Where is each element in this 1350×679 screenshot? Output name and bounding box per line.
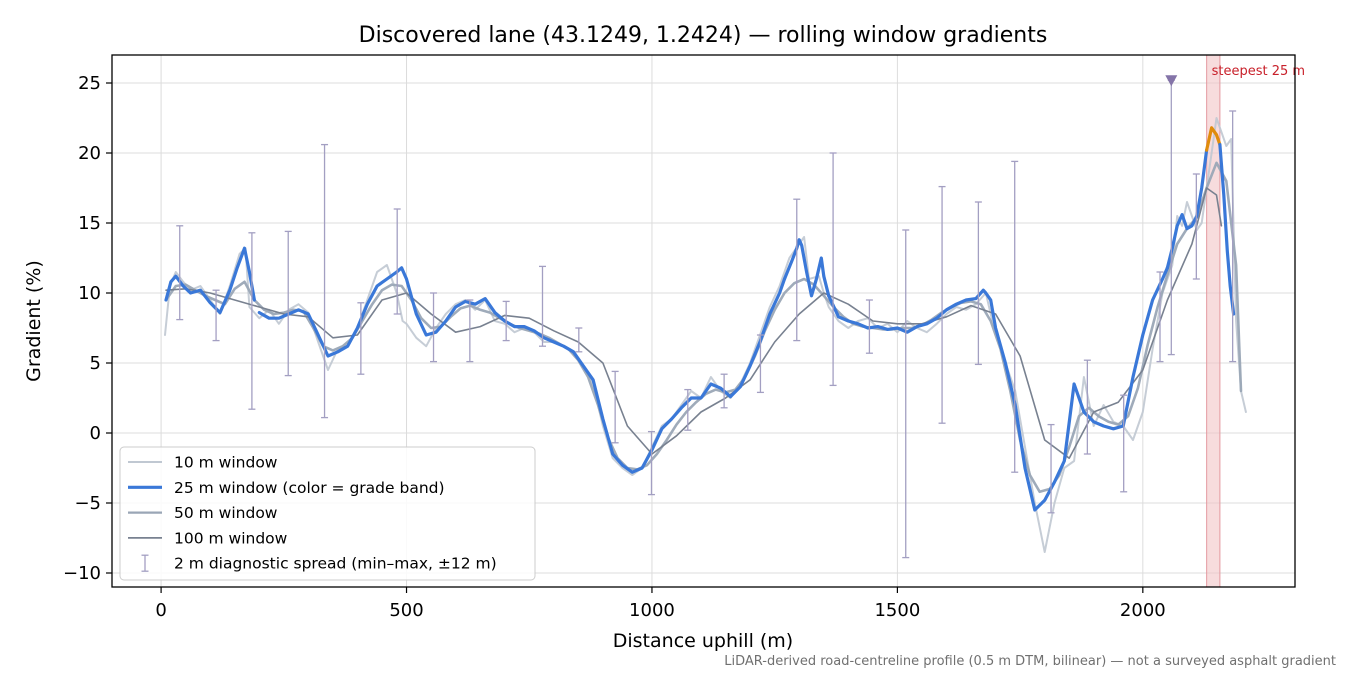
legend-label: 25 m window (color = grade band) [174, 479, 445, 497]
series-layer [164, 117, 1247, 553]
y-tick-label: 5 [90, 353, 101, 374]
marker-layer [1165, 75, 1178, 87]
x-tick-label: 1000 [629, 600, 675, 621]
series-line-25-m-window [827, 266, 1169, 512]
legend-label: 2 m diagnostic spread (min–max, ±12 m) [174, 555, 497, 573]
y-tick-label: 0 [90, 423, 101, 444]
axes-frame [111, 54, 1296, 588]
series-line-100-m-window [165, 187, 1223, 459]
footnote: LiDAR-derived road-centreline profile (0… [724, 654, 1336, 669]
legend-label: 10 m window [174, 454, 278, 472]
series-line-25-m-window [1165, 148, 1209, 270]
y-tick-label: 20 [78, 143, 101, 164]
y-tick-label: 10 [78, 283, 101, 304]
legend: 10 m window 25 m window (color = grade ba… [119, 446, 536, 581]
x-tick-label: 2000 [1120, 600, 1166, 621]
steepest-band-label: steepest 25 m [1212, 64, 1305, 79]
series-line-25-m-window [164, 246, 256, 315]
y-tick-label: 15 [78, 213, 101, 234]
tick-layer: 0 500 1000 1500 2000 −10 −5 0 5 10 15 20 25 [63, 73, 1166, 621]
y-tick-label: −10 [63, 563, 101, 584]
x-axis-label: Distance uphill (m) [613, 630, 793, 652]
series-line-25-m-window [1218, 143, 1236, 316]
legend-label: 50 m window [174, 504, 278, 522]
x-tick-label: 0 [155, 600, 166, 621]
peak-marker [1165, 75, 1178, 87]
series-line-25-m-window [1205, 126, 1222, 152]
legend-box [119, 446, 536, 581]
y-tick-label: −5 [74, 493, 101, 514]
chart-title: Discovered lane (43.1249, 1.2424) — roll… [359, 23, 1048, 48]
y-axis-label: Gradient (%) [23, 260, 45, 382]
series-line-25-m-window [782, 238, 831, 298]
x-tick-label: 500 [389, 600, 423, 621]
x-tick-label: 1500 [874, 600, 920, 621]
axes-border [111, 54, 1296, 588]
legend-label: 100 m window [174, 529, 288, 547]
series-line-25-m-window [257, 266, 787, 474]
grid-lines [112, 55, 1295, 587]
steepest-band-layer: steepest 25 m [1206, 54, 1305, 588]
y-tick-label: 25 [78, 73, 101, 94]
